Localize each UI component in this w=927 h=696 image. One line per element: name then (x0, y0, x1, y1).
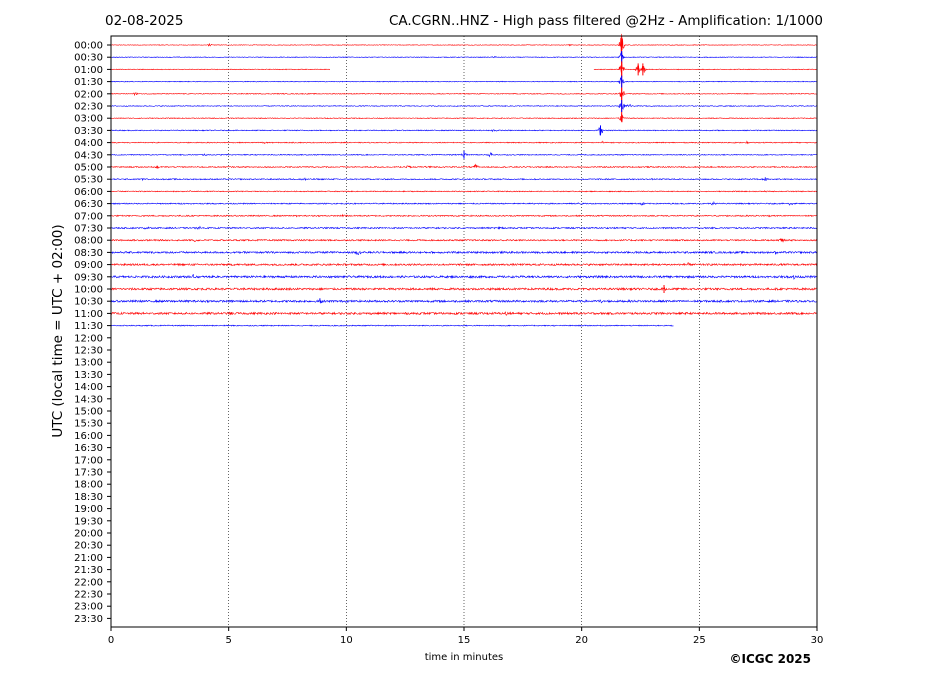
trace-0400 (110, 140, 818, 145)
trace-0030 (110, 51, 818, 60)
trace-0930 (110, 274, 818, 280)
y-tick-label-29: 14:30 (74, 394, 103, 405)
y-tick-label-4: 02:00 (74, 89, 103, 100)
y-tick-label-30: 15:00 (74, 407, 103, 418)
y-tick-label-36: 18:00 (74, 480, 103, 491)
x-axis-label: time in minutes (425, 652, 504, 663)
trace-0600 (110, 189, 818, 193)
y-tick-label-17: 08:30 (74, 248, 103, 259)
trace-1000 (110, 286, 818, 292)
y-tick-label-1: 00:30 (74, 53, 103, 64)
x-tick-label-0: 0 (108, 635, 114, 646)
y-tick-label-33: 16:30 (74, 443, 103, 454)
trace-0330 (110, 127, 818, 136)
y-tick-label-20: 10:00 (74, 285, 103, 296)
y-tick-label-46: 23:00 (74, 602, 103, 613)
y-tick-label-22: 11:00 (74, 309, 103, 320)
trace-0900 (110, 262, 818, 267)
y-tick-label-9: 04:30 (74, 150, 103, 161)
x-tick-label-5: 25 (693, 635, 706, 646)
y-tick-label-10: 05:00 (74, 163, 103, 174)
y-tick-label-31: 15:30 (74, 419, 103, 430)
trace-0130 (110, 77, 818, 84)
trace-0000 (110, 33, 818, 55)
seismic-traces (110, 33, 818, 327)
x-tick-label-1: 5 (225, 635, 231, 646)
trace-0500 (110, 163, 818, 170)
y-tick-label-3: 01:30 (74, 77, 103, 88)
x-tick-label-2: 10 (340, 635, 353, 646)
trace-1030 (110, 298, 818, 304)
y-tick-label-23: 11:30 (74, 321, 103, 332)
y-tick-label-2: 01:00 (74, 65, 103, 76)
y-tick-label-43: 21:30 (74, 565, 103, 576)
copyright-text: ©ICGC 2025 (729, 652, 811, 666)
y-tick-label-39: 19:30 (74, 516, 103, 527)
y-tick-label-8: 04:00 (74, 138, 103, 149)
y-tick-label-7: 03:30 (74, 126, 103, 137)
y-tick-label-21: 10:30 (74, 297, 103, 308)
trace-0530 (110, 177, 818, 182)
y-tick-label-6: 03:00 (74, 114, 103, 125)
y-tick-label-26: 13:00 (74, 358, 103, 369)
y-tick-label-19: 09:30 (74, 272, 103, 283)
y-tick-label-11: 05:30 (74, 175, 103, 186)
trace-0730 (110, 225, 818, 230)
trace-1100 (110, 311, 818, 316)
y-tick-label-15: 07:30 (74, 224, 103, 235)
trace-0230 (110, 103, 818, 110)
trace-0630 (110, 200, 818, 207)
y-tick-label-12: 06:00 (74, 187, 103, 198)
plot-frame (110, 35, 818, 628)
trace-0200 (110, 91, 818, 98)
chart-date: 02-08-2025 (105, 13, 183, 29)
trace-0800 (110, 237, 818, 243)
y-tick-label-37: 18:30 (74, 492, 103, 503)
y-axis-label: UTC (local time = UTC + 02:00) (50, 224, 66, 437)
trace-0100 (110, 61, 818, 74)
x-axis: 0 5 10 15 20 25 30 (108, 627, 824, 646)
vertical-grid (228, 36, 700, 627)
trace-0300 (110, 115, 818, 123)
y-tick-label-38: 19:00 (74, 504, 103, 515)
y-tick-label-47: 23:30 (74, 614, 103, 625)
y-tick-label-13: 06:30 (74, 199, 103, 210)
chart-title: CA.CGRN..HNZ - High pass filtered @2Hz -… (389, 13, 823, 29)
y-tick-label-34: 17:00 (74, 455, 103, 466)
y-tick-label-24: 12:00 (74, 333, 103, 344)
y-tick-label-40: 20:00 (74, 529, 103, 540)
x-tick-label-6: 30 (811, 635, 824, 646)
y-tick-label-44: 22:00 (74, 577, 103, 588)
y-tick-label-35: 17:30 (74, 468, 103, 479)
y-tick-label-16: 08:00 (74, 236, 103, 247)
y-tick-label-45: 22:30 (74, 590, 103, 601)
trace-0700 (110, 213, 818, 218)
y-tick-label-27: 13:30 (74, 370, 103, 381)
y-tick-label-5: 02:30 (74, 102, 103, 113)
y-tick-label-42: 21:00 (74, 553, 103, 564)
trace-1130 (110, 324, 674, 327)
y-tick-label-32: 16:00 (74, 431, 103, 442)
y-tick-label-0: 00:00 (74, 41, 103, 52)
y-tick-label-25: 12:30 (74, 346, 103, 357)
x-tick-label-3: 15 (458, 635, 471, 646)
trace-0830 (110, 250, 818, 256)
y-tick-label-41: 20:30 (74, 541, 103, 552)
x-tick-label-4: 20 (575, 635, 588, 646)
y-tick-label-14: 07:00 (74, 211, 103, 222)
y-tick-label-28: 14:00 (74, 382, 103, 393)
y-tick-label-18: 09:00 (74, 260, 103, 271)
